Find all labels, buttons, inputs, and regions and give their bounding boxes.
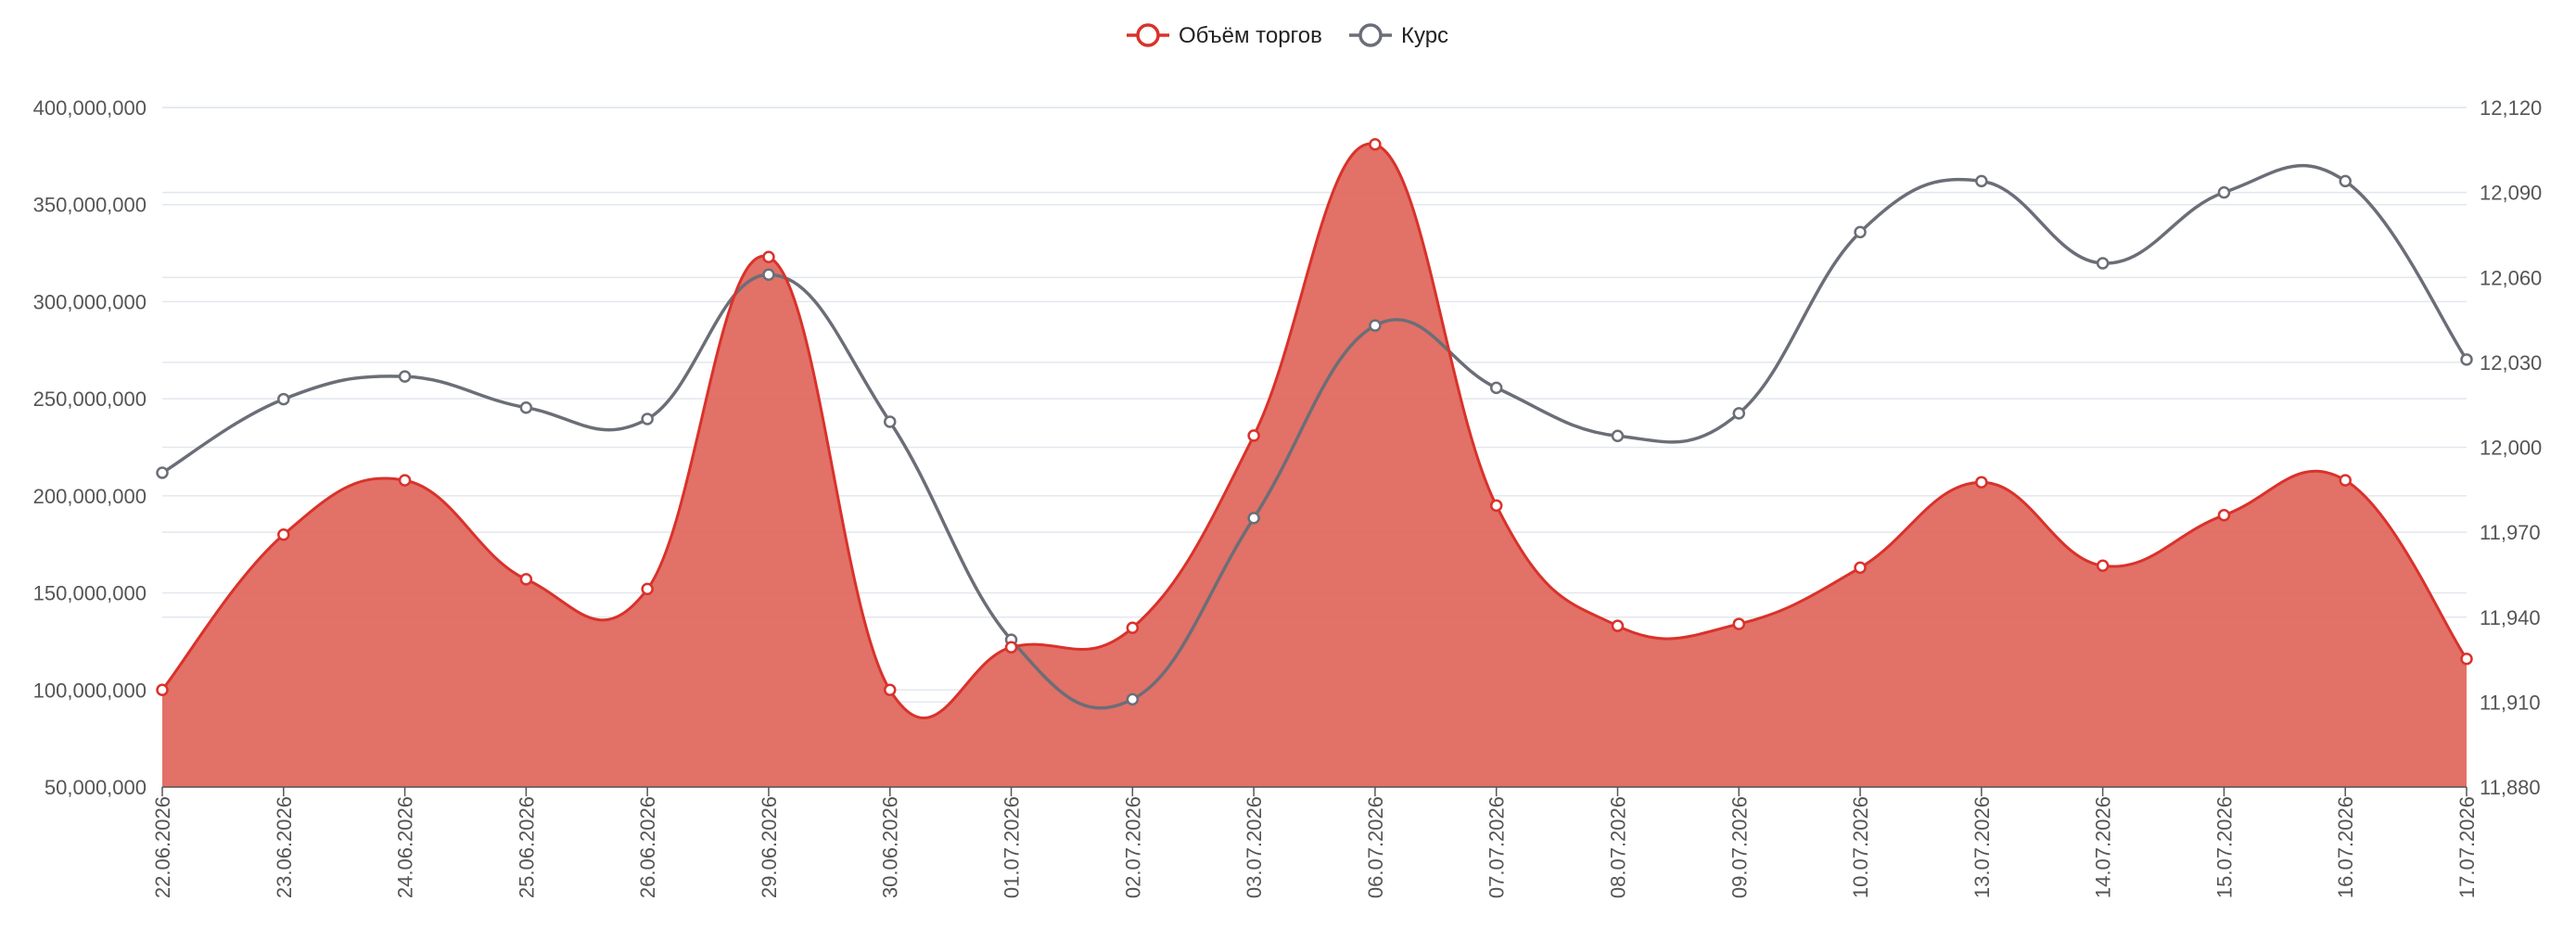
legend-swatch-marker	[1136, 23, 1160, 47]
rate-point[interactable]	[519, 400, 533, 414]
rate-point[interactable]	[1126, 692, 1140, 706]
y-right-tick-label: 12,000	[2480, 437, 2542, 460]
x-tick-label: 10.07.2026	[1849, 796, 1872, 898]
x-tick-label: 26.06.2026	[636, 796, 659, 898]
y-left-tick-label: 150,000,000	[33, 582, 147, 605]
y-right-tick-label: 11,910	[2480, 691, 2541, 714]
x-tick-label: 01.07.2026	[1001, 796, 1024, 898]
y-left-tick-label: 350,000,000	[33, 194, 147, 217]
y-right-tick-label: 11,970	[2480, 521, 2541, 544]
x-tick-label: 14.07.2026	[2092, 796, 2115, 898]
legend-item[interactable]: Курс	[1349, 23, 1448, 48]
legend-item[interactable]: Объём торгов	[1127, 23, 1322, 48]
volume-point[interactable]	[398, 474, 412, 487]
x-tick-label: 22.06.2026	[151, 796, 174, 898]
volume-point[interactable]	[2096, 559, 2110, 573]
legend-label: Объём торгов	[1179, 23, 1322, 48]
x-tick-label: 30.06.2026	[879, 796, 902, 898]
rate-point[interactable]	[2096, 257, 2110, 270]
volume-point[interactable]	[1369, 138, 1382, 151]
y-left-tick-label: 400,000,000	[33, 96, 147, 120]
y-left-tick-label: 300,000,000	[33, 290, 147, 313]
rate-point[interactable]	[2339, 174, 2352, 188]
volume-point[interactable]	[1247, 429, 1260, 442]
volume-point[interactable]	[2339, 474, 2352, 487]
x-tick-label: 24.06.2026	[394, 796, 417, 898]
legend-label: Курс	[1401, 23, 1448, 48]
y-right-tick-label: 12,120	[2480, 96, 2542, 120]
x-tick-label: 09.07.2026	[1728, 796, 1751, 898]
volume-point[interactable]	[277, 527, 290, 541]
y-left-tick-label: 250,000,000	[33, 387, 147, 411]
x-tick-label: 06.07.2026	[1364, 796, 1387, 898]
rate-point[interactable]	[2217, 185, 2231, 199]
volume-point[interactable]	[1611, 619, 1625, 632]
rate-point[interactable]	[398, 370, 412, 383]
x-tick-label: 23.06.2026	[273, 796, 296, 898]
volume-area	[162, 144, 2467, 788]
y-right-tick-label: 12,060	[2480, 266, 2542, 289]
rate-point[interactable]	[277, 392, 290, 406]
rate-point[interactable]	[1854, 225, 1867, 239]
rate-point[interactable]	[641, 413, 654, 425]
y-right-tick-label: 12,030	[2480, 351, 2542, 375]
rate-point[interactable]	[1369, 319, 1382, 332]
rate-point[interactable]	[762, 268, 775, 281]
legend-swatch-marker	[1358, 23, 1383, 47]
volume-point[interactable]	[1732, 617, 1746, 630]
volume-point[interactable]	[762, 250, 775, 264]
rate-point[interactable]	[2460, 353, 2473, 366]
volume-point[interactable]	[1489, 499, 1503, 513]
legend: Объём торгов Курс	[1127, 23, 1448, 48]
x-tick-label: 08.07.2026	[1606, 796, 1629, 898]
rate-line	[161, 163, 2468, 710]
x-tick-label: 29.06.2026	[758, 796, 781, 898]
volume-point[interactable]	[1975, 476, 1988, 489]
y-left-tick-label: 200,000,000	[33, 485, 147, 508]
x-tick-label: 13.07.2026	[1970, 796, 1994, 898]
rate-point[interactable]	[1732, 407, 1746, 420]
rate-point[interactable]	[1247, 512, 1260, 525]
x-tick-label: 02.07.2026	[1121, 796, 1144, 898]
x-tick-label: 03.07.2026	[1243, 796, 1266, 898]
y-right-tick-label: 11,940	[2480, 606, 2541, 629]
volume-point[interactable]	[883, 683, 897, 697]
x-tick-label: 17.07.2026	[2455, 796, 2479, 898]
x-tick-label: 07.07.2026	[1486, 796, 1509, 898]
x-tick-label: 25.06.2026	[515, 796, 538, 898]
y-left-tick-label: 100,000,000	[33, 679, 147, 702]
rate-point[interactable]	[1489, 381, 1503, 395]
y-right-tick-label: 12,090	[2480, 182, 2542, 205]
volume-line	[160, 142, 2468, 719]
volume-point[interactable]	[1854, 561, 1867, 575]
x-tick-label: 15.07.2026	[2213, 796, 2236, 898]
y-left-tick-label: 50,000,000	[45, 776, 147, 799]
volume-point[interactable]	[1004, 641, 1018, 654]
volume-point[interactable]	[156, 683, 169, 697]
rate-point[interactable]	[883, 415, 897, 428]
volume-point[interactable]	[2460, 653, 2473, 666]
rate-point[interactable]	[156, 466, 169, 479]
x-tick-label: 16.07.2026	[2334, 796, 2357, 898]
y-right-tick-label: 11,880	[2480, 776, 2541, 799]
rate-point[interactable]	[1611, 429, 1625, 443]
rate-point[interactable]	[1975, 174, 1988, 188]
volume-point[interactable]	[2217, 509, 2231, 522]
volume-point[interactable]	[641, 582, 654, 596]
volume-point[interactable]	[519, 573, 533, 586]
volume-point[interactable]	[1126, 621, 1140, 635]
